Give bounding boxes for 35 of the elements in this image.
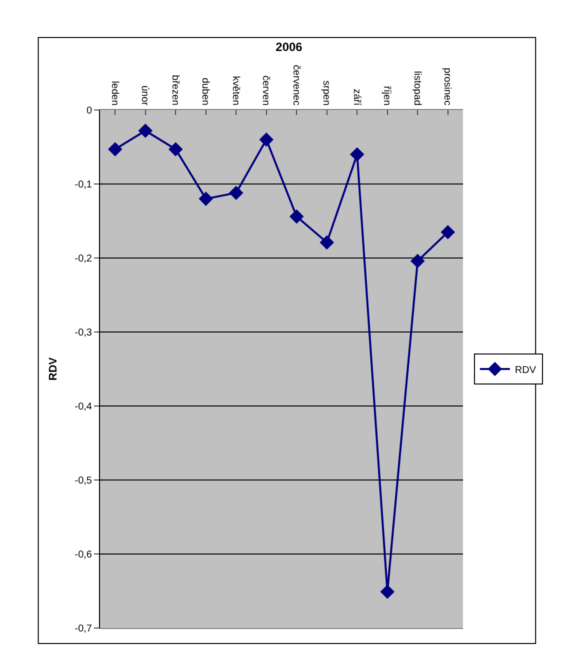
x-tick-label: červen xyxy=(260,75,272,106)
x-tick-label: červenec xyxy=(290,64,302,106)
point xyxy=(320,235,334,250)
x-tick-label: duben xyxy=(200,78,211,106)
point xyxy=(380,584,395,599)
point xyxy=(198,192,214,206)
x-tick-label: prosinec xyxy=(442,68,453,106)
y-tick-label: -0,1 xyxy=(74,180,92,190)
x-tick-label: říjen xyxy=(381,86,392,106)
point xyxy=(259,132,274,147)
x-tick-label: září xyxy=(350,88,362,106)
point xyxy=(440,224,456,240)
point xyxy=(108,142,122,156)
y-axis-title: RDV xyxy=(47,356,60,381)
point xyxy=(410,254,425,268)
y-tick-label: -0,6 xyxy=(74,550,92,560)
y-tick-label: -0,2 xyxy=(74,254,92,264)
point xyxy=(228,186,244,200)
y-tick-label: -0,7 xyxy=(74,624,92,634)
x-tick-label: leden xyxy=(108,81,120,106)
x-tick-label: srpen xyxy=(320,80,332,106)
y-tick-label: 0 xyxy=(86,106,92,116)
point xyxy=(350,147,364,162)
x-tick-label: květen xyxy=(230,76,241,106)
point xyxy=(138,124,153,138)
legend-label: RDV xyxy=(514,364,536,376)
point xyxy=(289,209,304,224)
y-tick-label: -0,3 xyxy=(74,328,92,338)
y-tick-label: -0,5 xyxy=(74,476,92,486)
x-tick-label: březen xyxy=(169,74,180,106)
x-tick-label: listopad xyxy=(411,71,422,106)
y-tick-label: -0,4 xyxy=(74,402,92,412)
chart-title: 2006 xyxy=(276,40,303,54)
x-tick-label: únor xyxy=(139,85,150,106)
point xyxy=(168,142,183,156)
